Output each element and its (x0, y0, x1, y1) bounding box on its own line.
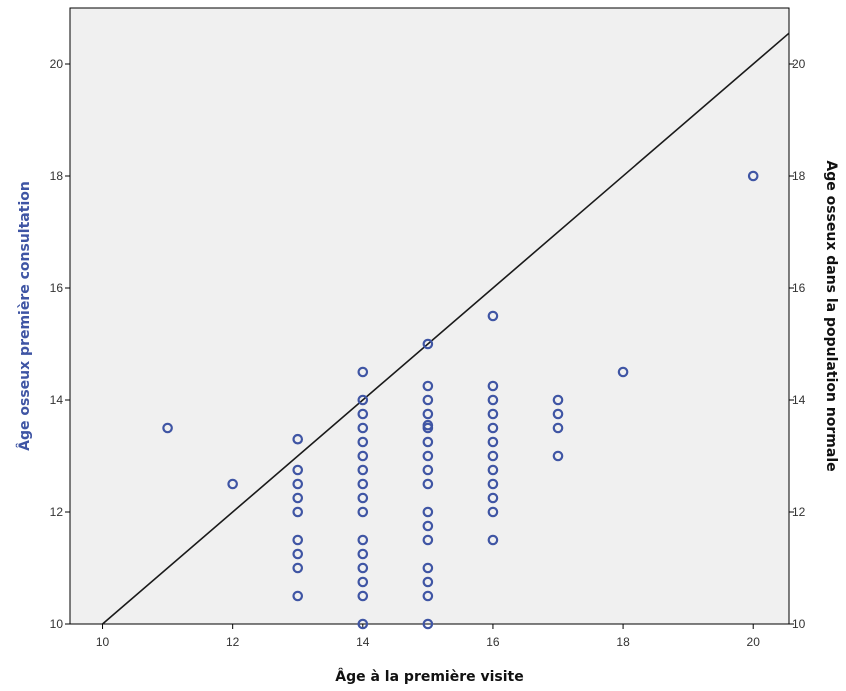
data-point (292, 506, 304, 518)
data-point (357, 464, 369, 476)
data-point (487, 380, 499, 392)
left-y-axis: 10 12 14 16 18 20 (50, 57, 70, 631)
data-point (422, 562, 434, 574)
data-point (422, 436, 434, 448)
data-point (422, 338, 434, 350)
right-y-axis-title: Age osseux dans la population normale (823, 160, 839, 471)
left-y-tick-label: 20 (50, 57, 64, 71)
data-point (357, 422, 369, 434)
data-point (487, 310, 499, 322)
data-point (357, 436, 369, 448)
data-point (357, 492, 369, 504)
data-point (357, 576, 369, 588)
data-point (552, 422, 564, 434)
data-point (292, 534, 304, 546)
data-point (422, 576, 434, 588)
data-point (292, 464, 304, 476)
data-point (357, 478, 369, 490)
left-y-axis-title: Âge osseux première consultation (16, 181, 33, 451)
data-point (292, 562, 304, 574)
x-tick-label: 14 (356, 635, 370, 649)
data-point (162, 422, 173, 434)
data-point (422, 618, 434, 630)
reference-line (102, 32, 790, 625)
right-y-tick-label: 16 (792, 281, 806, 295)
data-point (422, 534, 434, 546)
left-y-tick-label: 16 (50, 281, 64, 295)
data-point (357, 394, 369, 406)
data-point (747, 170, 759, 182)
data-point (487, 436, 499, 448)
x-axis-title: Âge à la première visite (335, 668, 524, 685)
data-point (292, 590, 304, 602)
data-point (552, 394, 564, 406)
data-point (357, 408, 369, 420)
data-point (422, 520, 434, 532)
data-point (422, 422, 434, 434)
data-points (162, 170, 759, 630)
data-point (357, 366, 369, 378)
data-point (552, 408, 564, 420)
data-point (357, 506, 369, 518)
data-point (357, 618, 369, 630)
data-point (422, 408, 434, 420)
data-point (422, 478, 434, 490)
data-point (422, 450, 434, 462)
right-y-axis: 10 12 14 16 18 20 (789, 57, 806, 631)
data-point (487, 506, 499, 518)
left-y-tick-label: 18 (50, 169, 64, 183)
data-point (422, 506, 434, 518)
data-point (422, 590, 434, 602)
data-point (357, 534, 369, 546)
x-axis: 10 12 14 16 18 20 (96, 624, 760, 649)
x-tick-label: 12 (226, 635, 240, 649)
x-tick-label: 16 (486, 635, 500, 649)
data-point (292, 478, 304, 490)
right-y-tick-label: 14 (792, 393, 806, 407)
right-y-tick-label: 20 (792, 57, 806, 71)
data-point (487, 450, 499, 462)
data-point (487, 492, 499, 504)
left-y-tick-label: 14 (50, 393, 64, 407)
data-point (357, 562, 369, 574)
right-y-tick-label: 18 (792, 169, 806, 183)
right-y-tick-label: 10 (792, 617, 806, 631)
left-y-tick-label: 10 (50, 617, 64, 631)
x-tick-label: 18 (616, 635, 630, 649)
data-point (552, 450, 564, 462)
left-y-tick-label: 12 (50, 505, 64, 519)
data-point (357, 450, 369, 462)
data-point (422, 394, 434, 406)
data-point (617, 366, 629, 378)
data-point (292, 548, 304, 560)
data-point (487, 422, 499, 434)
x-tick-label: 10 (96, 635, 110, 649)
plot-area (69, 7, 790, 625)
data-point (292, 492, 304, 504)
x-tick-label: 20 (747, 635, 761, 649)
data-point (292, 433, 304, 445)
data-point (487, 408, 499, 420)
data-point (357, 548, 369, 560)
data-point (487, 534, 499, 546)
data-point (422, 380, 434, 392)
data-point (422, 464, 434, 476)
data-point (487, 464, 499, 476)
data-point (357, 590, 369, 602)
data-point (487, 394, 499, 406)
data-point (487, 478, 499, 490)
data-point (227, 478, 238, 490)
right-y-tick-label: 12 (792, 505, 806, 519)
